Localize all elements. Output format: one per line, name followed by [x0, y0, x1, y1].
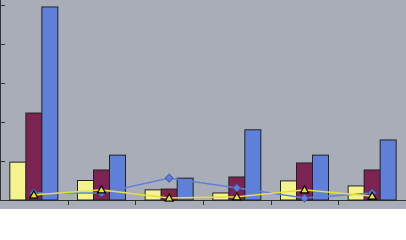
bar: [176, 177, 194, 201]
bar: [25, 112, 43, 201]
bar: [9, 161, 27, 201]
marker: [299, 193, 310, 203]
bar: [244, 129, 262, 201]
marker: [299, 184, 310, 194]
line-series: [33, 189, 373, 199]
marker: [164, 192, 175, 202]
marker: [96, 184, 107, 194]
bar: [109, 154, 126, 201]
bar: [312, 154, 329, 201]
marker: [28, 189, 39, 199]
marker: [367, 190, 378, 200]
bar: [379, 139, 397, 201]
bar: [347, 185, 365, 201]
chart: [0, 0, 406, 209]
marker: [231, 191, 242, 201]
marker: [164, 173, 174, 183]
line-series: [33, 177, 373, 199]
bar: [41, 6, 59, 201]
